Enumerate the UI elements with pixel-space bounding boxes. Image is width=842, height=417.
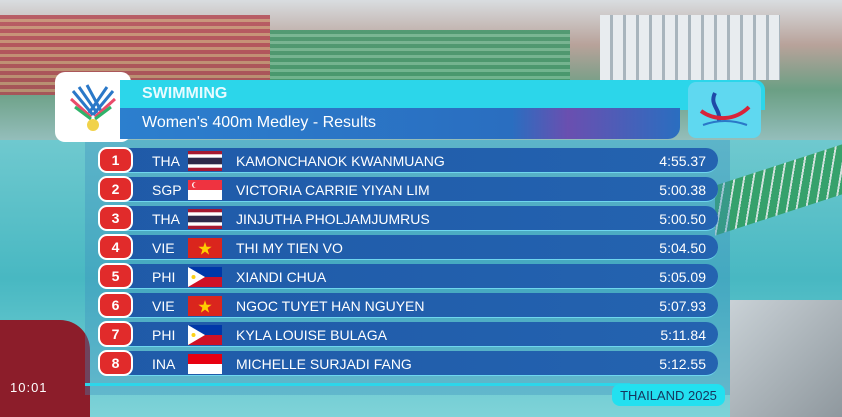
pool-deck: [730, 300, 842, 417]
athlete-name: JINJUTHA PHOLJAMJUMRUS: [236, 211, 430, 227]
rank-badge: 2: [98, 176, 133, 202]
footer-line: [85, 383, 630, 386]
country-code: PHI: [152, 269, 176, 285]
indonesia-flag-icon: [188, 354, 222, 374]
country-code: VIE: [152, 240, 175, 256]
result-time: 5:00.38: [659, 182, 706, 198]
country-code: SGP: [152, 182, 182, 198]
result-row: 7 PHI KYLA LOUISE BULAGA 5:11.84: [98, 321, 718, 347]
philippines-flag-icon: [188, 325, 222, 345]
result-row: 8 INA MICHELLE SURJADI FANG 5:12.55: [98, 350, 718, 376]
subtitle-bar: Women's 400m Medley - Results: [120, 108, 680, 139]
result-row: 6 VIE NGOC TUYET HAN NGUYEN 5:07.93: [98, 292, 718, 318]
singapore-flag-icon: [188, 180, 222, 200]
foreground-object: [0, 320, 90, 417]
result-time: 5:12.55: [659, 356, 706, 372]
vietnam-flag-icon: [188, 296, 222, 316]
athlete-name: THI MY TIEN VO: [236, 240, 343, 256]
athlete-name: NGOC TUYET HAN NGUYEN: [236, 298, 425, 314]
result-row: 5 PHI XIANDI CHUA 5:05.09: [98, 263, 718, 289]
country-code: VIE: [152, 298, 175, 314]
event-title: Women's 400m Medley - Results: [142, 114, 376, 131]
rank-badge: 8: [98, 350, 133, 376]
games-logo: [55, 72, 131, 142]
country-code: PHI: [152, 327, 176, 343]
result-row: 1 THA KAMONCHANOK KWANMUANG 4:55.37: [98, 147, 718, 173]
sport-title: SWIMMING: [142, 85, 228, 102]
country-code: THA: [152, 211, 180, 227]
header-bar: SWIMMING: [120, 80, 765, 110]
stands: [270, 30, 570, 80]
country-code: INA: [152, 356, 176, 372]
philippines-flag-icon: [188, 267, 222, 287]
result-time: 5:11.84: [660, 327, 706, 343]
thailand-flag-icon: [188, 151, 222, 171]
clock: 10:01: [10, 380, 48, 395]
rank-badge: 7: [98, 321, 133, 347]
vietnam-flag-icon: [188, 238, 222, 258]
swimming-logo-icon: [699, 92, 750, 126]
result-time: 5:00.50: [659, 211, 706, 227]
result-time: 5:04.50: [659, 240, 706, 256]
rank-badge: 4: [98, 234, 133, 260]
athlete-name: VICTORIA CARRIE YIYAN LIM: [236, 182, 430, 198]
building: [600, 15, 780, 80]
country-code: THA: [152, 153, 180, 169]
result-time: 4:55.37: [659, 153, 706, 169]
result-time: 5:07.93: [659, 298, 706, 314]
result-row: 3 THA JINJUTHA PHOLJAMJUMRUS 5:00.50: [98, 205, 718, 231]
athlete-name: MICHELLE SURJADI FANG: [236, 356, 412, 372]
athlete-name: KYLA LOUISE BULAGA: [236, 327, 387, 343]
thailand-flag-icon: [188, 209, 222, 229]
result-row: 2 SGP VICTORIA CARRIE YIYAN LIM 5:00.38: [98, 176, 718, 202]
rank-badge: 1: [98, 147, 133, 173]
rank-badge: 3: [98, 205, 133, 231]
result-time: 5:05.09: [659, 269, 706, 285]
swimming-logo: [688, 82, 761, 138]
rank-badge: 6: [98, 292, 133, 318]
footer-badge: THAILAND 2025: [612, 384, 725, 406]
athlete-name: XIANDI CHUA: [236, 269, 327, 285]
rank-badge: 5: [98, 263, 133, 289]
result-row: 4 VIE THI MY TIEN VO 5:04.50: [98, 234, 718, 260]
athlete-name: KAMONCHANOK KWANMUANG: [236, 153, 445, 169]
games-logo-icon: [69, 84, 117, 131]
